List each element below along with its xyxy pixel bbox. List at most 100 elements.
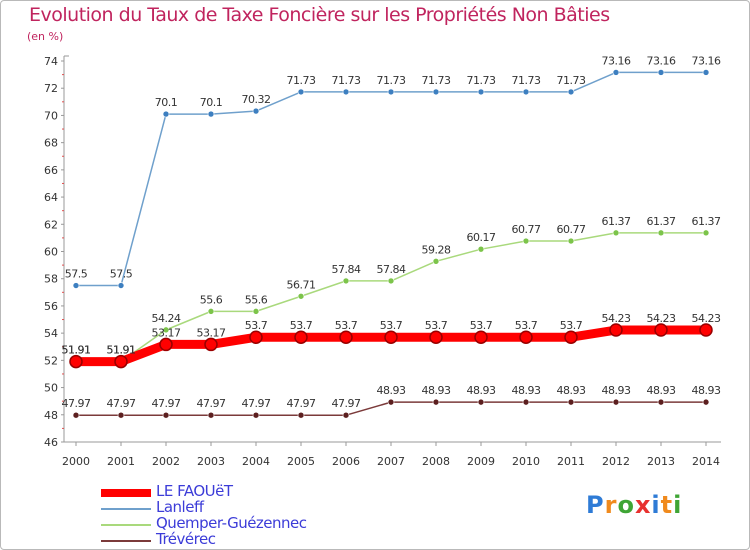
data-label: 73.16 [602,54,631,67]
x-tick-label: 2014 [692,455,720,468]
data-label: 71.73 [332,74,361,87]
data-label: 57.84 [377,263,406,276]
data-point [702,398,710,406]
x-tick-label: 2000 [62,455,90,468]
logo-letter: o [617,491,635,519]
x-tick-label: 2008 [422,455,450,468]
data-label: 73.16 [692,54,721,67]
data-point [657,69,665,76]
data-label: 54.23 [602,312,631,325]
data-point [567,398,575,406]
data-label: 53.7 [380,319,403,332]
y-tick-label: 62 [44,218,58,231]
data-label: 71.73 [377,74,406,87]
data-point [342,88,350,96]
y-tick-label: 52 [44,354,58,367]
data-label: 48.93 [422,384,451,397]
y-tick-label: 68 [44,137,58,150]
data-label: 61.37 [602,215,631,228]
logo-letter: i [651,491,661,519]
y-tick-label: 74 [44,55,58,68]
data-point [612,69,620,76]
data-point [474,330,488,344]
data-label: 61.37 [692,215,721,228]
unit-label: (en %) [27,30,64,43]
data-point [519,330,533,344]
data-point [162,411,170,419]
data-label: 48.93 [557,384,586,397]
data-point [114,354,128,369]
data-point [429,330,443,344]
data-label: 48.93 [467,384,496,397]
proxiti-logo: Proxiti [586,491,682,519]
data-point [432,88,440,96]
data-label: 71.73 [467,74,496,87]
y-tick-label: 46 [44,436,58,449]
y-tick-label: 60 [44,246,58,259]
data-point [387,88,395,96]
logo-letter: t [660,491,674,519]
logo-letter: i [673,491,683,519]
legend-swatch [101,508,151,510]
data-label: 47.97 [62,397,91,410]
y-tick-label: 72 [44,82,58,95]
data-label: 57.5 [110,268,133,281]
data-point [702,229,710,237]
data-point [117,282,125,289]
data-label: 60.77 [512,223,541,236]
data-point [162,326,170,334]
chart-title: Evolution du Taux de Taxe Foncière sur l… [29,4,610,26]
legend-label: LE FAOUëT [156,482,233,500]
data-label: 48.93 [512,384,541,397]
data-point [342,411,350,419]
data-label: 47.97 [242,397,271,410]
data-point [564,330,578,344]
data-label: 59.28 [422,243,451,256]
data-point [477,88,485,96]
logo-letter: P [586,491,605,519]
legend-swatch [101,489,151,497]
data-point [477,398,485,406]
y-tick-label: 56 [44,300,58,313]
x-tick-label: 2006 [332,455,360,468]
data-label: 57.5 [65,268,88,281]
data-label: 71.73 [557,74,586,87]
data-point [69,354,83,369]
data-label: 53.7 [560,319,583,332]
data-point [522,237,530,245]
data-point [297,411,305,419]
data-label: 71.73 [287,74,316,87]
data-point [567,88,575,96]
data-point [297,292,305,300]
data-point [207,110,215,118]
x-tick-label: 2011 [557,455,585,468]
y-tick-label: 50 [44,382,58,395]
x-tick-label: 2001 [107,455,135,468]
data-label: 70.32 [242,93,271,106]
data-label: 54.23 [647,312,676,325]
legend-label: Trévérec [156,530,216,548]
data-label: 53.7 [245,319,268,332]
data-point [657,229,665,237]
x-tick-label: 2004 [242,455,270,468]
data-point [657,398,665,406]
data-point [477,245,485,253]
data-label: 47.97 [197,397,226,410]
y-tick-label: 58 [44,273,58,286]
data-point [699,323,713,337]
data-label: 73.16 [647,54,676,67]
data-point [249,330,263,344]
data-label: 55.6 [200,293,223,306]
data-point [387,398,395,406]
data-point [204,337,218,352]
data-point [159,337,173,352]
legend-swatch [101,524,151,526]
data-point [612,229,620,237]
data-point [207,411,215,419]
data-label: 55.6 [245,293,268,306]
y-tick-label: 66 [44,164,58,177]
x-tick-label: 2013 [647,455,675,468]
logo-letter: r [604,491,618,519]
